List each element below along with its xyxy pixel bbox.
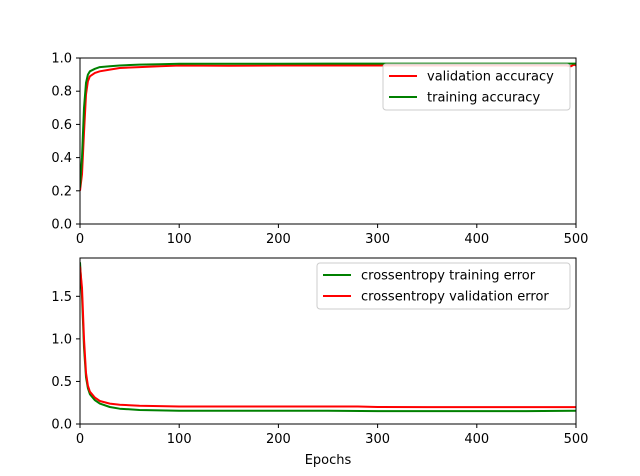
legend-box (316, 262, 571, 310)
x-tick-label: 0 (76, 232, 84, 247)
y-tick-label: 0.2 (51, 184, 72, 199)
legend-label: validation accuracy (427, 70, 554, 85)
series-line-crossentropy-validation-error (80, 266, 576, 409)
x-tick-label: 300 (365, 432, 390, 447)
plot-frame (79, 257, 577, 425)
y-tick-label: 0.0 (51, 218, 72, 233)
x-tick-label: 100 (167, 232, 192, 247)
x-tick-label: 100 (167, 432, 192, 447)
legend: crossentropy training error crossentropy … (316, 262, 571, 310)
x-tick-label: 0 (76, 432, 84, 447)
y-tick-label: 0.6 (51, 118, 72, 133)
y-tick-label: 0.4 (51, 151, 72, 166)
x-tick-label: 400 (464, 232, 489, 247)
legend: validation accuracy training accuracy (382, 63, 571, 111)
legend-label: crossentropy training error (361, 269, 536, 284)
y-tick-label: 1.0 (51, 52, 72, 67)
x-tick-label: 300 (365, 232, 390, 247)
legend-label: crossentropy validation error (361, 290, 549, 305)
x-axis-label: Epochs (305, 453, 352, 468)
x-tick-label: 400 (464, 432, 489, 447)
x-tick-label: 500 (564, 232, 589, 247)
x-tick-label: 200 (266, 432, 291, 447)
y-tick-label: 1.5 (51, 290, 72, 305)
x-tick-label: 500 (564, 432, 589, 447)
y-tick-label: 0.5 (51, 375, 72, 390)
y-tick-label: 1.0 (51, 332, 72, 347)
y-tick-label: 0.0 (51, 418, 72, 433)
accuracy-chart: 0 100 200 300 400 500 0.0 0.2 0.4 0.6 0.8 1.0 valida… (51, 52, 588, 248)
y-tick-label: 0.8 (51, 85, 72, 100)
plot-frame (79, 57, 577, 225)
x-tick-label: 200 (266, 232, 291, 247)
error-chart: 0 100 200 300 400 500 0.0 0.5 1.0 1.5 Epochs crosse… (51, 257, 589, 468)
legend-label: training accuracy (427, 91, 540, 106)
legend-box (382, 63, 571, 111)
